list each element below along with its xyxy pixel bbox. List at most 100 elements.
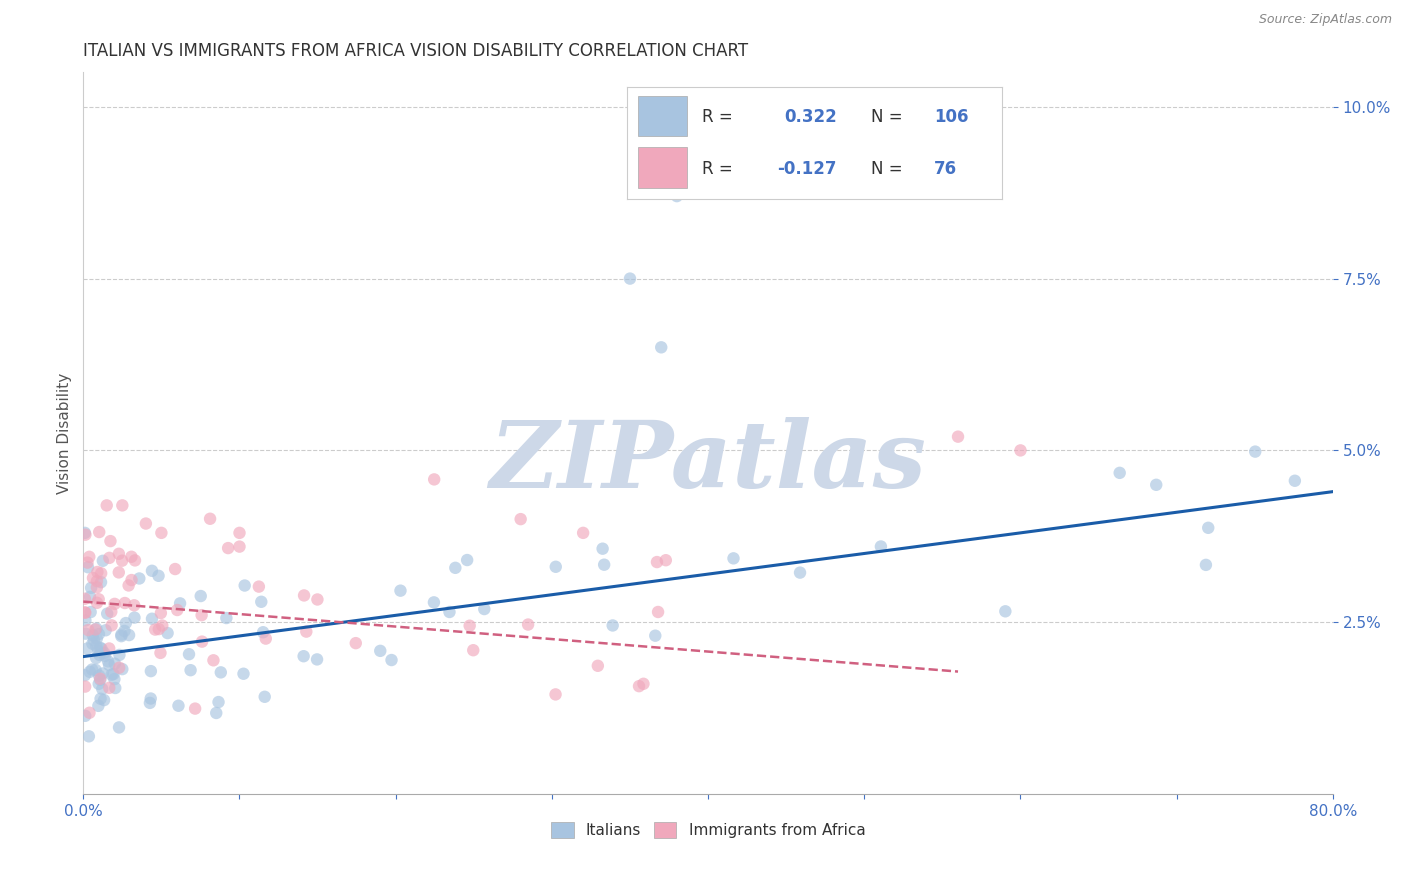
Point [253,690,276,704]
Point [90,575,112,590]
Point [84,651,107,665]
Point [89,648,111,662]
Point [544,559,567,574]
Point [100,667,122,681]
Point [110,629,132,643]
Point [292,589,315,603]
Point [73,591,96,606]
Point [389,583,412,598]
Y-axis label: Vision Disability: Vision Disability [58,373,72,494]
Point [103,667,125,681]
Point [307,592,329,607]
Point [104,657,127,671]
Point [148,569,170,583]
Point [89,640,111,655]
Point [177,647,200,661]
Point [114,596,136,610]
Point [111,499,134,513]
Point [121,573,143,587]
Point [108,648,131,662]
Point [209,665,232,680]
Point [124,610,146,624]
Point [75,527,97,541]
Point [150,525,173,540]
Point [665,189,688,203]
Point [252,625,274,640]
Point [619,271,641,285]
Point [98,681,121,695]
Point [207,695,229,709]
Point [86,632,108,646]
Point [124,553,146,567]
Point [344,636,367,650]
Point [79,549,101,564]
Point [150,618,173,632]
Point [1144,478,1167,492]
Point [205,706,228,720]
Point [94,624,117,638]
Point [139,691,162,706]
Point [165,562,187,576]
Point [98,641,121,656]
Point [73,668,96,682]
Point [517,617,540,632]
Point [191,634,214,648]
Point [292,649,315,664]
Point [84,623,107,637]
Point [84,663,107,677]
Point [76,641,98,656]
Point [79,706,101,720]
Point [87,592,110,607]
Point [156,626,179,640]
Point [135,516,157,531]
Point [73,525,96,540]
Point [90,566,112,581]
Point [98,550,121,565]
Point [439,605,461,619]
Point [647,605,669,619]
Point [509,512,531,526]
Point [592,541,614,556]
Point [91,666,114,681]
Text: ITALIAN VS IMMIGRANTS FROM AFRICA VISION DISABILITY CORRELATION CHART: ITALIAN VS IMMIGRANTS FROM AFRICA VISION… [83,42,748,60]
Point [139,696,162,710]
Point [380,653,402,667]
Point [89,673,111,687]
Point [108,547,131,561]
Point [90,641,112,656]
Point [91,554,114,568]
Point [87,627,110,641]
Point [111,554,134,568]
Point [75,708,97,723]
Point [87,644,110,658]
Point [586,658,609,673]
Point [75,614,97,628]
Point [108,720,131,734]
Point [180,663,202,677]
Point [368,644,391,658]
Point [723,551,745,566]
Point [202,653,225,667]
Point [184,701,207,715]
Point [215,611,238,625]
Point [118,628,141,642]
Point [644,629,666,643]
Point [232,666,254,681]
Point [86,574,108,588]
Point [423,472,446,486]
Point [250,595,273,609]
Point [104,681,127,695]
Point [87,698,110,713]
Point [122,599,145,613]
Point [110,627,132,641]
Point [472,602,495,616]
Point [141,612,163,626]
Point [86,565,108,579]
Point [76,556,98,570]
Point [655,553,678,567]
Point [1284,474,1306,488]
Point [444,561,467,575]
Point [870,540,893,554]
Point [650,340,672,354]
Point [75,680,97,694]
